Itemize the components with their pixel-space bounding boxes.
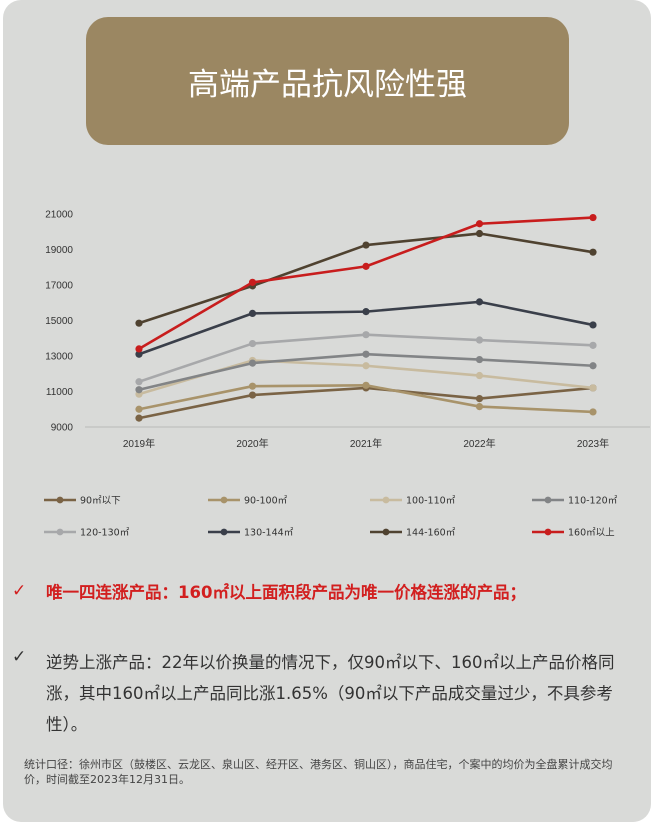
data-point bbox=[362, 350, 370, 358]
data-point bbox=[362, 381, 370, 389]
data-point bbox=[589, 248, 597, 256]
y-tick-label: 17000 bbox=[45, 281, 73, 292]
legend-label: 90㎡以下 bbox=[80, 496, 121, 507]
data-point bbox=[589, 213, 597, 222]
legend-label: 100-110㎡ bbox=[406, 496, 456, 507]
legend-label: 120-130㎡ bbox=[80, 528, 130, 539]
x-tick-label: 2019年 bbox=[123, 437, 155, 450]
series-line bbox=[138, 386, 594, 420]
data-point bbox=[475, 220, 484, 228]
data-point bbox=[248, 382, 257, 390]
bullet-point-1: ✓ 唯一四连涨产品：160㎡以上面积段产品为唯一价格连涨的产品； bbox=[12, 581, 637, 605]
data-point bbox=[475, 336, 484, 344]
data-point bbox=[362, 241, 370, 249]
data-point bbox=[135, 386, 143, 394]
bullet-text-2: 逆势上涨产品：22年以价换量的情况下，仅90㎡以下、160㎡以上产品价格同涨，其… bbox=[46, 653, 615, 734]
data-point bbox=[362, 331, 370, 339]
data-point bbox=[248, 309, 257, 317]
data-point bbox=[475, 355, 484, 364]
data-point bbox=[589, 408, 597, 416]
legend-swatch-marker bbox=[56, 528, 64, 536]
y-tick-label: 19000 bbox=[45, 245, 73, 256]
y-tick-label: 9000 bbox=[51, 423, 74, 434]
bullet-text-1: 唯一四连涨产品：160㎡以上面积段产品为唯一价格连涨的产品； bbox=[46, 583, 526, 602]
data-point bbox=[475, 298, 484, 306]
legend-swatch-marker bbox=[544, 496, 552, 504]
legend-label: 144-160㎡ bbox=[406, 528, 456, 539]
data-point bbox=[248, 391, 257, 399]
y-tick-label: 11000 bbox=[46, 387, 74, 398]
x-tick-label: 2021年 bbox=[350, 437, 382, 450]
data-point bbox=[589, 384, 597, 392]
data-point bbox=[589, 362, 597, 370]
data-point bbox=[248, 278, 257, 286]
data-point bbox=[135, 319, 143, 327]
legend-label: 160㎡以上 bbox=[568, 528, 615, 539]
legend-label: 130-144㎡ bbox=[244, 528, 294, 539]
legend-swatch-marker bbox=[382, 496, 390, 504]
y-tick-label: 21000 bbox=[45, 210, 73, 221]
y-tick-label: 13000 bbox=[45, 352, 73, 363]
data-point bbox=[135, 345, 143, 353]
x-tick-label: 2023年 bbox=[577, 437, 609, 450]
bullet-point-2: ✓ 逆势上涨产品：22年以价换量的情况下，仅90㎡以下、160㎡以上产品价格同涨… bbox=[12, 647, 637, 740]
x-tick-label: 2020年 bbox=[236, 437, 268, 450]
data-point bbox=[135, 350, 143, 358]
title-banner: 高端产品抗风险性强 bbox=[86, 17, 569, 145]
check-icon: ✓ bbox=[12, 581, 27, 601]
footnote: 统计口径：徐州市区（鼓楼区、云龙区、泉山区、经开区、港务区、铜山区），商品住宅，… bbox=[24, 758, 613, 786]
data-point bbox=[475, 371, 484, 380]
legend-label: 110-120㎡ bbox=[568, 496, 618, 507]
data-point bbox=[362, 362, 370, 370]
data-point bbox=[475, 402, 484, 411]
data-point bbox=[135, 414, 143, 422]
legend-swatch-marker bbox=[544, 528, 552, 536]
legend-swatch-marker bbox=[56, 496, 64, 504]
data-point bbox=[135, 378, 143, 386]
data-point bbox=[475, 395, 484, 403]
y-tick-label: 15000 bbox=[45, 316, 73, 327]
data-point bbox=[362, 262, 370, 270]
x-tick-label: 2022年 bbox=[463, 437, 495, 450]
legend-swatch-marker bbox=[220, 496, 228, 504]
legend-label: 90-100㎡ bbox=[244, 496, 288, 507]
page-title: 高端产品抗风险性强 bbox=[188, 66, 467, 103]
data-point bbox=[589, 341, 597, 349]
data-point bbox=[248, 339, 257, 348]
data-point bbox=[248, 359, 257, 367]
data-point bbox=[135, 405, 143, 413]
legend-swatch-marker bbox=[220, 528, 228, 536]
legend-swatch-marker bbox=[382, 528, 390, 536]
line-chart: 9000 11000 13000 15000 17000 19000 21000 2019年 2… bbox=[44, 210, 650, 539]
check-icon: ✓ bbox=[12, 647, 27, 667]
data-point bbox=[362, 308, 370, 316]
data-point bbox=[589, 321, 597, 329]
data-point bbox=[475, 229, 484, 238]
